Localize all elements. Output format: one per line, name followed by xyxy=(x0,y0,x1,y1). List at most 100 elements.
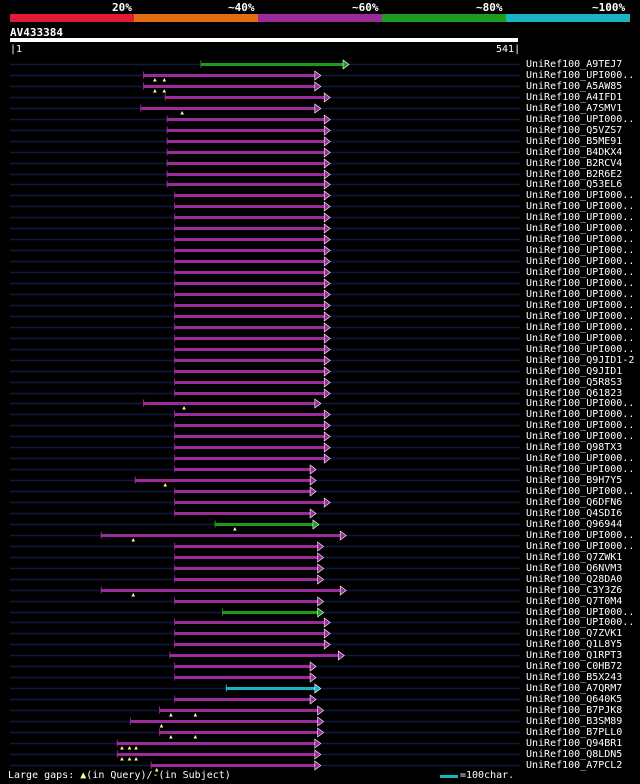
hit-bar[interactable] xyxy=(174,468,311,471)
hit-bar[interactable] xyxy=(101,589,341,592)
hit-bar[interactable] xyxy=(174,304,325,307)
hit-label[interactable]: UniRef100_Q5VZS7 xyxy=(526,124,623,136)
hit-label[interactable]: UniRef100_B7PLL0 xyxy=(526,726,623,738)
hit-label[interactable]: UniRef100_A9TEJ7 xyxy=(526,58,623,70)
hit-bar[interactable] xyxy=(174,512,311,515)
hit-bar[interactable] xyxy=(151,764,315,767)
hit-label[interactable]: UniRef100_UPI000.. xyxy=(526,606,635,618)
hit-bar[interactable] xyxy=(167,183,325,186)
hit-label[interactable]: UniRef100_Q8LDN5 xyxy=(526,748,623,760)
hit-label[interactable]: UniRef100_UPI000.. xyxy=(526,408,635,420)
hit-bar[interactable] xyxy=(174,348,325,351)
hit-label[interactable]: UniRef100_Q5R8S3 xyxy=(526,376,623,388)
hit-label[interactable]: UniRef100_UPI000.. xyxy=(526,485,635,497)
hit-label[interactable]: UniRef100_Q6DFN6 xyxy=(526,496,623,508)
hit-bar[interactable] xyxy=(174,381,325,384)
hit-label[interactable]: UniRef100_Q7ZVK1 xyxy=(526,627,623,639)
hit-bar[interactable] xyxy=(174,446,325,449)
hit-bar[interactable] xyxy=(174,238,325,241)
hit-label[interactable]: UniRef100_B2R6E2 xyxy=(526,168,623,180)
hit-label[interactable]: UniRef100_Q4SDI6 xyxy=(526,507,623,519)
hit-bar[interactable] xyxy=(174,578,318,581)
hit-label[interactable]: UniRef100_Q94BR1 xyxy=(526,737,623,749)
hit-bar[interactable] xyxy=(174,676,311,679)
hit-label[interactable]: UniRef100_B5X243 xyxy=(526,671,623,683)
hit-bar[interactable] xyxy=(174,665,311,668)
hit-label[interactable]: UniRef100_UPI000.. xyxy=(526,299,635,311)
hit-label[interactable]: UniRef100_UPI000.. xyxy=(526,529,635,541)
hit-label[interactable]: UniRef100_UPI000.. xyxy=(526,452,635,464)
hit-bar[interactable] xyxy=(174,632,325,635)
hit-bar[interactable] xyxy=(174,600,318,603)
hit-bar[interactable] xyxy=(174,216,325,219)
hit-bar[interactable] xyxy=(174,698,311,701)
hit-bar[interactable] xyxy=(174,413,325,416)
hit-bar[interactable] xyxy=(174,293,325,296)
hit-label[interactable]: UniRef100_UPI000.. xyxy=(526,332,635,344)
hit-bar[interactable] xyxy=(167,151,325,154)
hit-label[interactable]: UniRef100_UPI000.. xyxy=(526,616,635,628)
hit-label[interactable]: UniRef100_UPI000.. xyxy=(526,200,635,212)
hit-label[interactable]: UniRef100_Q640K5 xyxy=(526,693,623,705)
hit-label[interactable]: UniRef100_Q1L8Y5 xyxy=(526,638,623,650)
hit-bar[interactable] xyxy=(174,457,325,460)
hit-bar[interactable] xyxy=(174,326,325,329)
hit-label[interactable]: UniRef100_UPI000.. xyxy=(526,288,635,300)
hit-label[interactable]: UniRef100_UPI000.. xyxy=(526,211,635,223)
hit-bar[interactable] xyxy=(167,173,325,176)
hit-bar[interactable] xyxy=(159,731,318,734)
hit-bar[interactable] xyxy=(174,359,325,362)
hit-bar[interactable] xyxy=(101,534,341,537)
hit-bar[interactable] xyxy=(174,249,325,252)
hit-label[interactable]: UniRef100_Q98TX3 xyxy=(526,441,623,453)
hit-label[interactable]: UniRef100_UPI000.. xyxy=(526,397,635,409)
hit-label[interactable]: UniRef100_UPI000.. xyxy=(526,419,635,431)
hit-bar[interactable] xyxy=(174,545,318,548)
hit-label[interactable]: UniRef100_Q1RPT3 xyxy=(526,649,623,661)
hit-bar[interactable] xyxy=(215,523,313,526)
hit-label[interactable]: UniRef100_B4DKX4 xyxy=(526,146,623,158)
hit-bar[interactable] xyxy=(174,194,325,197)
hit-bar[interactable] xyxy=(174,337,325,340)
hit-bar[interactable] xyxy=(174,621,325,624)
hit-label[interactable]: UniRef100_UPI000.. xyxy=(526,463,635,475)
hit-label[interactable]: UniRef100_UPI000.. xyxy=(526,310,635,322)
hit-label[interactable]: UniRef100_UPI000.. xyxy=(526,69,635,81)
hit-label[interactable]: UniRef100_C0HB72 xyxy=(526,660,623,672)
hit-bar[interactable] xyxy=(117,753,315,756)
hit-bar[interactable] xyxy=(174,370,325,373)
hit-bar[interactable] xyxy=(174,260,325,263)
hit-bar[interactable] xyxy=(174,490,311,493)
hit-bar[interactable] xyxy=(174,392,325,395)
hit-bar[interactable] xyxy=(117,742,315,745)
hit-label[interactable]: UniRef100_Q61823 xyxy=(526,387,623,399)
hit-bar[interactable] xyxy=(143,74,315,77)
hit-label[interactable]: UniRef100_UPI000.. xyxy=(526,233,635,245)
hit-label[interactable]: UniRef100_UPI000.. xyxy=(526,222,635,234)
hit-bar[interactable] xyxy=(143,402,315,405)
hit-label[interactable]: UniRef100_A4IFD1 xyxy=(526,91,623,103)
hit-bar[interactable] xyxy=(174,271,325,274)
hit-bar[interactable] xyxy=(167,118,325,121)
hit-bar[interactable] xyxy=(174,424,325,427)
hit-bar[interactable] xyxy=(174,435,325,438)
hit-label[interactable]: UniRef100_C3Y3Z6 xyxy=(526,584,623,596)
hit-label[interactable]: UniRef100_UPI000.. xyxy=(526,343,635,355)
hit-label[interactable]: UniRef100_B7PJK8 xyxy=(526,704,623,716)
hit-bar[interactable] xyxy=(140,107,315,110)
hit-bar[interactable] xyxy=(174,227,325,230)
hit-label[interactable]: UniRef100_UPI000.. xyxy=(526,189,635,201)
hit-bar[interactable] xyxy=(222,611,318,614)
hit-label[interactable]: UniRef100_UPI000.. xyxy=(526,266,635,278)
hit-label[interactable]: UniRef100_Q9JID1-2 xyxy=(526,354,635,366)
hit-bar[interactable] xyxy=(174,315,325,318)
hit-bar[interactable] xyxy=(167,129,325,132)
hit-bar[interactable] xyxy=(174,205,325,208)
hit-label[interactable]: UniRef100_UPI000.. xyxy=(526,255,635,267)
hit-bar[interactable] xyxy=(130,720,318,723)
hit-label[interactable]: UniRef100_B5ME91 xyxy=(526,135,623,147)
hit-bar[interactable] xyxy=(169,654,339,657)
hit-label[interactable]: UniRef100_UPI000.. xyxy=(526,113,635,125)
hit-label[interactable]: UniRef100_B2RCV4 xyxy=(526,157,623,169)
hit-bar[interactable] xyxy=(174,556,318,559)
